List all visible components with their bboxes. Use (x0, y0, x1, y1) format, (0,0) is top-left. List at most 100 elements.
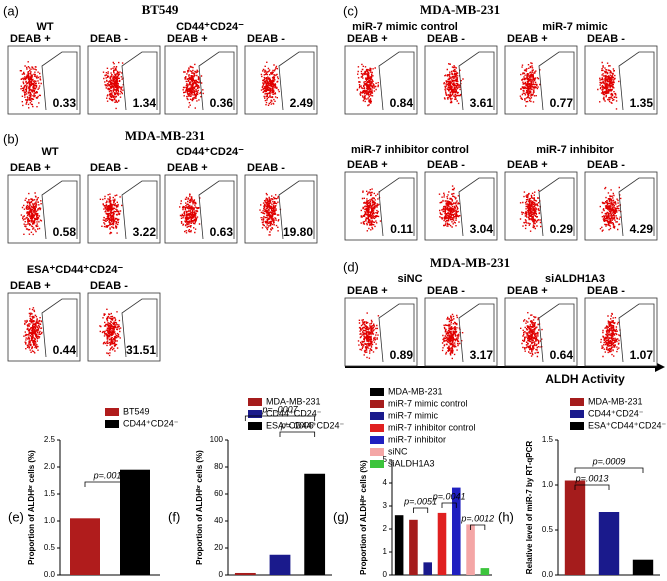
cell-dots (259, 192, 282, 236)
condition-label: DEAB + (507, 33, 548, 45)
condition-label: DEAB + (10, 162, 51, 174)
gate (458, 303, 495, 363)
gate (198, 180, 235, 240)
panel-title: MDA-MB-231 (125, 128, 205, 143)
bar (598, 512, 620, 575)
y-tick-label: 2.0 (44, 462, 56, 471)
plot-frame (504, 45, 578, 115)
legend-label: ESA⁺CD44⁺CD24⁻ (266, 420, 345, 430)
condition-label: DEAB - (587, 33, 625, 45)
group-label: WT (36, 21, 53, 33)
gate (618, 303, 655, 363)
significance-bracket (574, 484, 610, 490)
cell-dots (19, 61, 42, 109)
group-label: miR-7 mimic control (352, 21, 458, 33)
bar (437, 512, 447, 575)
y-axis-label: Relative level of miR-7 by RT-qPCR (525, 441, 534, 575)
y-tick-label: 0.5 (44, 543, 56, 552)
plot-frame (87, 174, 161, 244)
y-tick-label: 0 (383, 570, 388, 579)
bar (466, 524, 475, 575)
legend-swatch (570, 422, 584, 430)
gate-percent: 4.29 (630, 222, 654, 236)
gate-percent: 0.36 (210, 96, 234, 110)
plot-frame (344, 297, 418, 367)
y-tick-label: 2 (383, 524, 388, 533)
cell-dots (443, 63, 464, 105)
panel-letter: (c) (343, 3, 358, 18)
gate (538, 51, 575, 111)
plot-frame (584, 297, 658, 367)
legend-swatch (370, 448, 384, 456)
significance-bracket (244, 415, 316, 421)
significance-bracket (279, 431, 316, 437)
p-value: p= .0007 (261, 404, 298, 414)
bar (452, 487, 461, 575)
legend-swatch (370, 436, 384, 444)
bar (120, 469, 150, 575)
panel-letter: (a) (3, 3, 19, 18)
bar (423, 562, 432, 575)
group-label: CD44⁺CD24⁻ (176, 146, 244, 158)
y-tick-label: 4 (383, 478, 388, 487)
p-value: p=.0006 (280, 420, 314, 430)
gate-percent: 0.77 (550, 96, 574, 110)
legend-label: MDA-MB-231 (588, 396, 643, 406)
y-tick-label: 20 (214, 543, 223, 552)
panel-letter: (d) (343, 259, 359, 274)
significance-bracket (413, 507, 429, 513)
legend-swatch (105, 408, 119, 416)
y-tick-label: 2.5 (44, 435, 56, 444)
plot-frame (87, 292, 161, 362)
legend-label: MDA-MB-231 (266, 396, 321, 406)
gate (618, 51, 655, 111)
cell-dots (600, 312, 621, 358)
bar (394, 515, 404, 575)
gate-percent: 0.58 (53, 225, 77, 239)
gate-percent: 0.44 (53, 343, 77, 357)
group-label: CD44⁺CD24⁻ (176, 21, 244, 33)
y-tick-label: 80 (214, 462, 223, 471)
bar (234, 572, 256, 575)
panel-letter: (h) (498, 509, 514, 524)
gate-percent: 19.80 (283, 225, 313, 239)
significance-bracket (441, 502, 457, 508)
bar (269, 554, 291, 575)
legend-label: siNC (388, 446, 408, 456)
group-label: miR-7 inhibitor (536, 144, 614, 156)
condition-label: DEAB + (347, 285, 388, 297)
legend-swatch (370, 460, 384, 468)
cell-dots (102, 61, 124, 110)
gate-percent: 31.51 (126, 343, 156, 357)
condition-label: DEAB - (90, 33, 128, 45)
cell-dots (441, 313, 464, 360)
plot-frame (87, 45, 161, 115)
cell-dots (99, 193, 123, 235)
gate-percent: 0.33 (53, 96, 77, 110)
gate-percent: 3.17 (470, 348, 494, 362)
gate (121, 180, 158, 240)
y-tick-label: 0.5 (542, 525, 554, 534)
gate (378, 177, 415, 237)
legend-label: MDA-MB-231 (388, 386, 443, 396)
p-value: p=.0051 (403, 496, 437, 506)
plot-frame (504, 297, 578, 367)
gate-percent: 3.61 (470, 96, 494, 110)
y-axis-label: Proportion of ALDHᵇʳ cells (%) (359, 460, 368, 575)
plot-frame (504, 171, 578, 241)
legend-swatch (570, 410, 584, 418)
gate-percent: 0.29 (550, 222, 574, 236)
plot-frame (244, 45, 318, 115)
cell-dots (260, 61, 280, 106)
bar (632, 559, 654, 575)
legend-label: ESA⁺CD44⁺CD24⁻ (588, 420, 667, 430)
panel-letter: (g) (333, 509, 349, 524)
gate (121, 298, 158, 358)
condition-label: DEAB + (167, 162, 208, 174)
gate (538, 177, 575, 237)
legend-swatch (370, 412, 384, 420)
gate (41, 298, 78, 358)
significance-bracket (84, 481, 136, 487)
cell-dots (599, 186, 622, 232)
plot-frame (7, 45, 81, 115)
